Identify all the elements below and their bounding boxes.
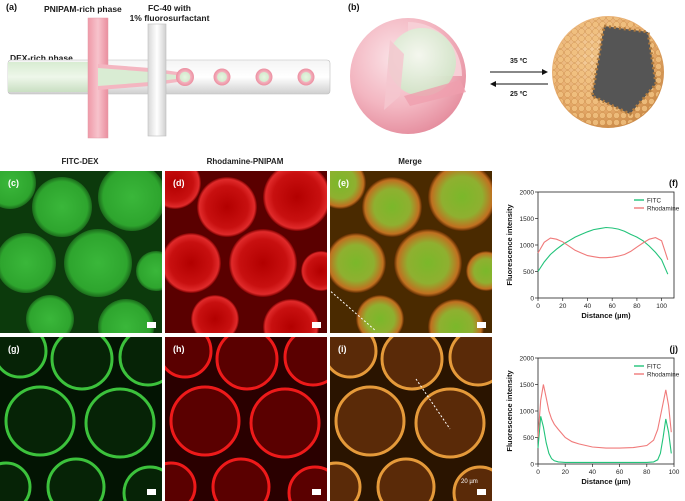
micrograph-d-rhodamine bbox=[165, 171, 327, 333]
x-tick-label: 100 bbox=[656, 303, 667, 310]
x-tick-label: 20 bbox=[562, 469, 570, 476]
panel-g-label: (g) bbox=[8, 344, 20, 354]
microfluidic-device-diagram bbox=[7, 17, 331, 139]
micrograph-h-rhodamine bbox=[165, 337, 327, 501]
phase-transition-diagram bbox=[350, 16, 664, 134]
panel-c-label: (c) bbox=[8, 178, 19, 188]
scale-bar bbox=[147, 322, 156, 328]
y-tick-label: 2000 bbox=[520, 356, 535, 363]
col-title-rhodamine-pnipam: Rhodamine-PNIPAM bbox=[206, 157, 284, 166]
scale-bar bbox=[312, 489, 321, 495]
micrograph-c-fitc bbox=[0, 171, 162, 333]
scale-bar bbox=[477, 489, 486, 495]
dex-label: DEX-rich phase bbox=[10, 53, 73, 63]
legend-label: Rhodamine bbox=[647, 371, 680, 378]
x-tick-label: 60 bbox=[609, 303, 617, 310]
pnipam-label: PNIPAM-rich phase bbox=[44, 4, 122, 14]
scale-bar bbox=[312, 322, 321, 328]
y-tick-label: 1000 bbox=[520, 243, 535, 250]
x-tick-label: 80 bbox=[643, 469, 651, 476]
series-line-rhodamine bbox=[537, 384, 672, 449]
chart-j: (j) 0 500 1000 1500 2000 0 20 40 60 80 100 Distance … bbox=[505, 344, 680, 486]
series-line-fitc bbox=[537, 226, 669, 275]
micrograph-e-merge bbox=[330, 171, 492, 333]
panel-e-label: (e) bbox=[338, 178, 349, 188]
x-tick-label: 60 bbox=[616, 469, 624, 476]
y-tick-label: 500 bbox=[523, 269, 534, 276]
chart-panel-label: (f) bbox=[669, 178, 678, 188]
x-tick-label: 80 bbox=[633, 303, 641, 310]
y-tick-label: 500 bbox=[523, 435, 534, 442]
series-line-fitc bbox=[537, 416, 672, 463]
y-tick-label: 0 bbox=[530, 296, 534, 303]
chart-f: (f) 0 500 1000 1500 2000 0 20 40 60 80 100 Distance … bbox=[505, 178, 680, 320]
x-tick-label: 40 bbox=[584, 303, 592, 310]
micrograph-i-merge bbox=[330, 337, 492, 501]
scale-bar-text: 20 µm bbox=[461, 479, 478, 485]
x-tick-label: 40 bbox=[589, 469, 597, 476]
y-tick-label: 1500 bbox=[520, 216, 535, 223]
panel-i-label: (i) bbox=[338, 344, 347, 354]
series-line-rhodamine bbox=[537, 237, 669, 260]
x-tick-label: 20 bbox=[559, 303, 567, 310]
legend-label: Rhodamine bbox=[647, 205, 680, 212]
panel-d-label: (d) bbox=[173, 178, 185, 188]
y-tick-label: 2000 bbox=[520, 190, 535, 197]
heat-temp-label: 35 ºC bbox=[510, 58, 528, 65]
x-axis-label: Distance (µm) bbox=[581, 477, 631, 486]
panel-h-label: (h) bbox=[173, 344, 185, 354]
y-tick-label: 1000 bbox=[520, 409, 535, 416]
y-axis-label: Fluorescence intensity bbox=[505, 370, 514, 452]
col-title-merge: Merge bbox=[398, 157, 422, 166]
panel-a-label: (a) bbox=[6, 2, 17, 12]
y-tick-label: 1500 bbox=[520, 382, 535, 389]
x-tick-label: 100 bbox=[669, 469, 680, 476]
legend-label: FITC bbox=[647, 197, 661, 204]
fc40-label: FC-40 with 1% fluorosurfactant bbox=[129, 3, 210, 23]
legend-label: FITC bbox=[647, 363, 661, 370]
x-tick-label: 0 bbox=[536, 303, 540, 310]
y-tick-label: 0 bbox=[530, 462, 534, 469]
x-tick-label: 0 bbox=[536, 469, 540, 476]
col-title-fitc-dex: FITC-DEX bbox=[61, 157, 99, 166]
scale-bar bbox=[477, 322, 486, 328]
chart-panel-label: (j) bbox=[670, 344, 679, 354]
micrograph-g-fitc bbox=[0, 337, 162, 501]
cool-temp-label: 25 ºC bbox=[510, 91, 528, 98]
x-axis-label: Distance (µm) bbox=[581, 311, 631, 320]
scale-bar bbox=[147, 489, 156, 495]
y-axis-label: Fluorescence intensity bbox=[505, 204, 514, 286]
panel-b-label: (b) bbox=[348, 2, 360, 12]
